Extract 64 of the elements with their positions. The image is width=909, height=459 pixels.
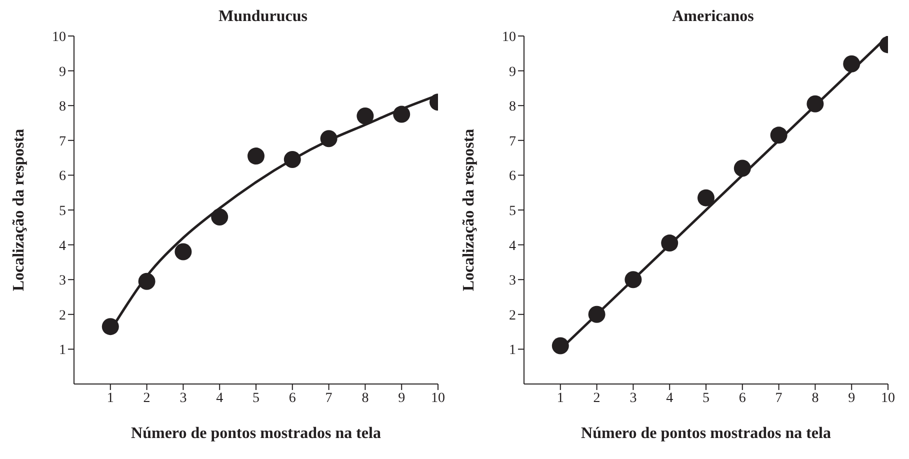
x-tick-label: 2 xyxy=(593,390,600,406)
x-tick-label: 3 xyxy=(630,390,637,406)
x-tick-label: 6 xyxy=(288,390,296,406)
x-tick-label: 8 xyxy=(362,390,369,406)
y-tick-label: 7 xyxy=(509,134,516,150)
y-tick-label: 10 xyxy=(52,30,66,45)
y-tick-label: 7 xyxy=(59,134,66,150)
point xyxy=(770,126,788,144)
y-axis-title: Localização da resposta xyxy=(10,128,28,292)
x-tick-label: 8 xyxy=(812,390,819,406)
x-tick-label: 9 xyxy=(848,390,856,406)
point xyxy=(661,234,678,252)
y-tick-label: 8 xyxy=(509,100,516,115)
point xyxy=(393,106,410,123)
point xyxy=(698,189,714,206)
x-tick-label: 7 xyxy=(325,390,332,406)
point xyxy=(356,108,374,125)
point xyxy=(211,208,228,226)
y-tick-label: 9 xyxy=(509,64,516,80)
y-tick-label: 6 xyxy=(59,169,66,184)
x-tick-label: 5 xyxy=(252,390,260,406)
y-tick-label: 1 xyxy=(59,343,66,358)
x-tick-label: 5 xyxy=(702,390,710,406)
x-tick-label: 9 xyxy=(398,390,406,406)
x-axis-title: Número de pontos mostrados na tela xyxy=(581,425,831,442)
point xyxy=(806,95,824,112)
point xyxy=(248,148,264,165)
y-tick-label: 9 xyxy=(59,64,66,80)
y-tick-label: 6 xyxy=(509,169,516,184)
y-tick-label: 4 xyxy=(59,238,66,254)
x-tick-label: 4 xyxy=(666,390,674,406)
x-tick-label: 6 xyxy=(738,390,746,406)
y-tick-label: 3 xyxy=(59,274,66,289)
y-tick-label: 8 xyxy=(59,100,66,115)
y-tick-label: 4 xyxy=(509,238,516,254)
y-axis-title: Localização da resposta xyxy=(460,128,478,292)
x-tick-label: 10 xyxy=(881,390,895,406)
point xyxy=(552,337,569,354)
y-tick-label: 5 xyxy=(509,204,516,219)
point xyxy=(320,130,338,148)
chart-title: Americanos xyxy=(671,8,755,26)
point xyxy=(138,272,156,290)
y-tick-label: 1 xyxy=(509,343,516,358)
x-tick-label: 1 xyxy=(106,390,114,406)
point xyxy=(174,243,192,260)
x-tick-label: 10 xyxy=(431,390,445,406)
y-tick-label: 5 xyxy=(59,204,66,219)
x-tick-label: 2 xyxy=(143,390,150,406)
point xyxy=(734,160,751,177)
x-axis-title: Número de pontos mostrados na tela xyxy=(131,425,381,442)
y-tick-label: 2 xyxy=(509,308,516,324)
point xyxy=(588,306,606,323)
x-tick-label: 4 xyxy=(216,390,224,406)
chart-title: Mundurucus xyxy=(218,8,308,26)
x-tick-label: 1 xyxy=(556,390,564,406)
x-tick-label: 3 xyxy=(180,390,187,406)
y-tick-label: 2 xyxy=(59,308,66,324)
y-tick-label: 3 xyxy=(509,274,516,289)
point xyxy=(102,318,119,336)
x-tick-label: 7 xyxy=(775,390,782,406)
y-tick-label: 10 xyxy=(502,30,516,45)
point xyxy=(843,55,860,72)
point xyxy=(284,151,301,168)
point xyxy=(624,271,642,288)
